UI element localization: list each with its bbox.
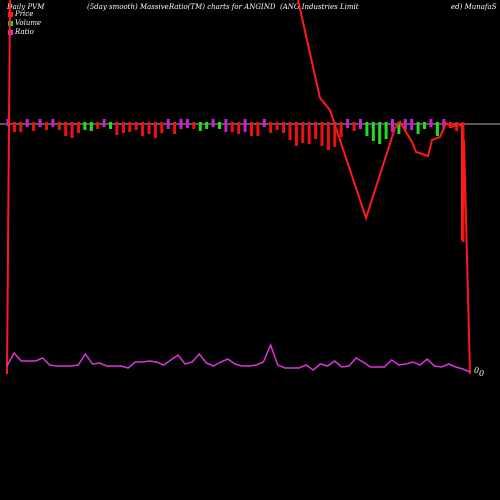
volume-bar <box>326 122 330 150</box>
volume-bar <box>173 122 177 134</box>
volume-bar <box>19 122 23 132</box>
volume-bar <box>134 122 138 130</box>
volume-bar <box>339 122 343 137</box>
volume-bar <box>301 122 305 143</box>
volume-bar <box>275 122 279 130</box>
volume-bar <box>32 122 36 131</box>
volume-bar <box>423 122 426 129</box>
volume-bar <box>153 122 157 138</box>
volume-bar <box>185 119 189 128</box>
volume-bar <box>205 122 209 129</box>
price-line-group <box>6 0 471 375</box>
volume-bar <box>307 122 311 144</box>
volume-bar <box>70 122 74 138</box>
volume-bar <box>359 119 362 129</box>
ratio-line <box>6 342 471 373</box>
volume-bar <box>455 122 459 131</box>
volume-bar <box>121 122 125 133</box>
volume-bar <box>391 119 394 132</box>
volume-bar <box>51 119 55 127</box>
volume-bar <box>211 119 215 127</box>
volume-bar <box>25 119 29 127</box>
volume-bar <box>224 119 228 132</box>
volume-bar <box>352 122 356 131</box>
volume-bar <box>6 119 10 126</box>
price-line <box>297 0 471 375</box>
volume-bar <box>371 122 375 141</box>
volume-bar <box>141 122 145 136</box>
volume-bar <box>346 119 350 128</box>
volume-bars <box>6 119 465 242</box>
volume-bar <box>77 122 80 133</box>
end-label: 0 <box>474 366 479 375</box>
legend-label-volume: Volume <box>15 19 42 27</box>
volume-bar <box>282 122 286 133</box>
volume-bar <box>314 122 318 139</box>
volume-bar <box>57 122 61 130</box>
ratio-line-group <box>6 342 471 373</box>
volume-bar <box>403 119 407 130</box>
volume-bar <box>64 122 68 136</box>
volume-bar <box>102 119 106 127</box>
volume-bar <box>192 122 196 129</box>
volume-bar <box>250 122 253 136</box>
volume-bar <box>160 122 164 133</box>
volume-bar <box>397 122 401 134</box>
chart-title-right: ed) MunafaS <box>451 3 497 11</box>
volume-bar <box>256 122 260 136</box>
volume-bar <box>109 122 112 129</box>
volume-bar <box>378 122 382 144</box>
chart-title-main: (5day smooth) MassiveRatio(TM) charts fo… <box>87 3 276 11</box>
volume-bar <box>243 119 247 132</box>
volume-bar <box>262 119 266 127</box>
volume-bar <box>365 122 369 136</box>
volume-bar <box>38 119 42 127</box>
volume-bar <box>12 122 16 132</box>
volume-bar <box>115 122 119 135</box>
volume-bar <box>288 122 292 140</box>
volume-bar <box>198 122 202 131</box>
chart-title-left: Daily PVM <box>7 3 45 11</box>
volume-bar <box>269 122 273 133</box>
price-line-left <box>6 0 11 375</box>
volume-bar <box>147 122 151 134</box>
volume-bar <box>179 119 183 129</box>
volume-bar <box>410 119 414 130</box>
volume-bar <box>218 122 221 129</box>
volume-bar <box>320 122 324 146</box>
chart-title-company: (ANG Industries Limit <box>280 3 359 11</box>
volume-bar <box>237 122 241 134</box>
volume-bar <box>442 119 446 129</box>
volume-bar <box>89 122 93 131</box>
volume-bar <box>416 122 420 134</box>
volume-bar <box>435 122 439 136</box>
volume-bar <box>230 122 234 132</box>
volume-bar <box>45 122 48 130</box>
volume-bar <box>83 122 87 130</box>
zero-label: 0 <box>479 369 484 378</box>
volume-bar <box>166 119 170 129</box>
legend-label-price: Price <box>15 10 34 18</box>
volume-bar <box>384 122 388 139</box>
volume-bar <box>333 122 337 147</box>
volume-bar <box>294 122 298 146</box>
volume-bar <box>429 119 433 127</box>
volume-bar <box>96 122 100 129</box>
legend-label-ratio: Ratio <box>15 28 34 36</box>
volume-bar <box>128 122 132 132</box>
